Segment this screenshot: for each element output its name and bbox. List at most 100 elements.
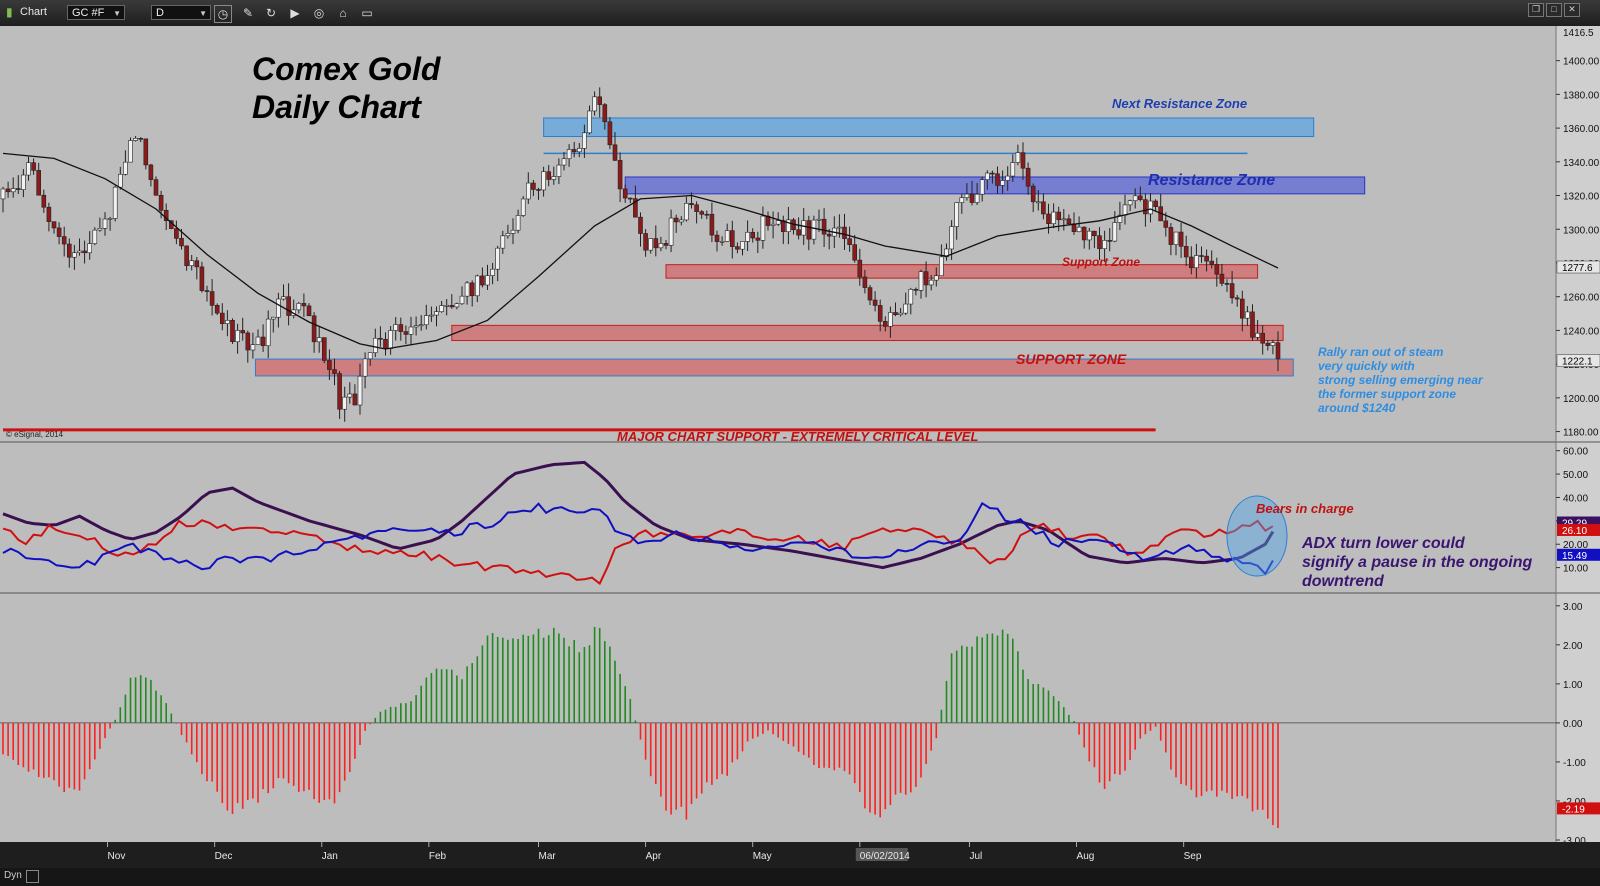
- candle-body: [719, 241, 725, 243]
- interval-select[interactable]: D ▼: [151, 5, 211, 20]
- candle-body: [87, 243, 92, 254]
- candle-body: [984, 172, 990, 180]
- symbol-input[interactable]: GC #F ▼: [67, 5, 125, 20]
- candle-body: [179, 238, 184, 247]
- maximize-icon[interactable]: □: [1546, 3, 1562, 17]
- y-tick-label: 50.00: [1563, 470, 1588, 481]
- status-bar: Dyn: [0, 868, 1600, 886]
- value-marker-label: -2.19: [1562, 804, 1585, 815]
- candle-body: [199, 266, 205, 291]
- x-tick-label: Apr: [646, 851, 662, 862]
- candle-body: [673, 217, 679, 223]
- restore-icon[interactable]: ❐: [1528, 3, 1544, 17]
- tag-icon[interactable]: ⌂: [339, 6, 347, 20]
- comment-icon[interactable]: ▭: [361, 6, 373, 20]
- candle-body: [276, 298, 281, 318]
- zone-label: Support Zone: [1062, 255, 1140, 269]
- candle-body: [857, 259, 863, 278]
- candle-body: [480, 275, 485, 286]
- y-tick-label: 10.00: [1563, 564, 1588, 575]
- clock-icon[interactable]: ◷: [214, 5, 232, 23]
- candle-body: [1102, 240, 1107, 250]
- candle-body: [250, 344, 256, 351]
- candle-body: [959, 197, 965, 203]
- candle-body: [1204, 255, 1209, 262]
- date-cursor-box: [855, 848, 908, 861]
- candle-body: [158, 194, 164, 211]
- candle-body: [735, 246, 740, 250]
- candle-body: [653, 238, 659, 249]
- close-icon[interactable]: ✕: [1564, 3, 1580, 17]
- candle-body: [638, 216, 643, 234]
- candle-body: [296, 303, 302, 311]
- candle-body: [546, 171, 552, 180]
- candle-body: [51, 221, 57, 229]
- candle-body: [230, 320, 235, 342]
- candle-body: [403, 331, 409, 335]
- candle-body: [678, 219, 684, 223]
- candle-body: [362, 358, 368, 377]
- candle-body: [786, 219, 791, 232]
- candle-body: [893, 312, 898, 316]
- candle-body: [1010, 162, 1016, 177]
- y-tick-label: 2.00: [1563, 641, 1583, 652]
- candle-body: [597, 96, 603, 105]
- candle-body: [663, 243, 669, 246]
- candle-body: [780, 220, 786, 232]
- candle-body: [1275, 342, 1281, 360]
- candle-body: [775, 220, 781, 225]
- candle-body: [118, 174, 123, 188]
- scroll-icon[interactable]: [26, 870, 39, 883]
- candle-body: [321, 337, 327, 361]
- target-icon[interactable]: ◎: [313, 6, 325, 20]
- candle-body: [724, 230, 730, 242]
- candle-body: [954, 202, 960, 227]
- candle-body: [1168, 227, 1174, 245]
- candle-body: [500, 235, 506, 249]
- candle-body: [1178, 231, 1184, 247]
- candle-body: [622, 188, 628, 199]
- candle-body: [5, 188, 11, 193]
- candle-body: [153, 179, 159, 196]
- candle-body: [367, 352, 373, 360]
- dyn-label: Dyn: [4, 870, 22, 881]
- candle-body: [643, 233, 648, 251]
- candle-body: [82, 250, 87, 254]
- chevron-down-icon[interactable]: ▼: [113, 9, 121, 18]
- interval-value: D: [156, 7, 164, 19]
- candle-body: [0, 188, 6, 200]
- candle-body: [582, 132, 587, 149]
- candle-body: [1036, 201, 1041, 204]
- y-tick-label: 1400.00: [1563, 57, 1600, 68]
- candle-body: [561, 158, 567, 166]
- candle-body: [220, 312, 225, 324]
- candle-body: [1015, 152, 1021, 163]
- annotation-text: strong selling emerging near: [1318, 373, 1484, 387]
- play-icon[interactable]: ▶: [290, 6, 300, 20]
- candle-body: [995, 173, 1000, 186]
- candle-body: [740, 241, 745, 250]
- price-marker-label: 1277.6: [1562, 263, 1593, 274]
- candle-body: [128, 140, 133, 163]
- pencil-icon[interactable]: ✎: [242, 6, 254, 20]
- candle-body: [1148, 200, 1153, 215]
- y-tick-label: 1380.00: [1563, 90, 1600, 101]
- zone-box: [543, 117, 1315, 138]
- candle-body: [107, 218, 113, 220]
- candle-body: [1025, 167, 1031, 187]
- chart-icon: ▮: [6, 5, 13, 19]
- candle-body: [123, 161, 128, 175]
- candle-body: [209, 291, 215, 306]
- candle-body: [184, 245, 189, 266]
- candle-body: [1173, 231, 1179, 245]
- candle-body: [194, 260, 200, 268]
- chevron-down-icon[interactable]: ▼: [199, 9, 207, 18]
- candle-body: [67, 243, 72, 258]
- refresh-icon[interactable]: ↻: [265, 6, 277, 20]
- y-tick-label: 40.00: [1563, 493, 1588, 504]
- candle-body: [444, 305, 450, 307]
- candle-body: [490, 268, 495, 276]
- zone-box: [451, 324, 1284, 342]
- candle-body: [332, 369, 337, 374]
